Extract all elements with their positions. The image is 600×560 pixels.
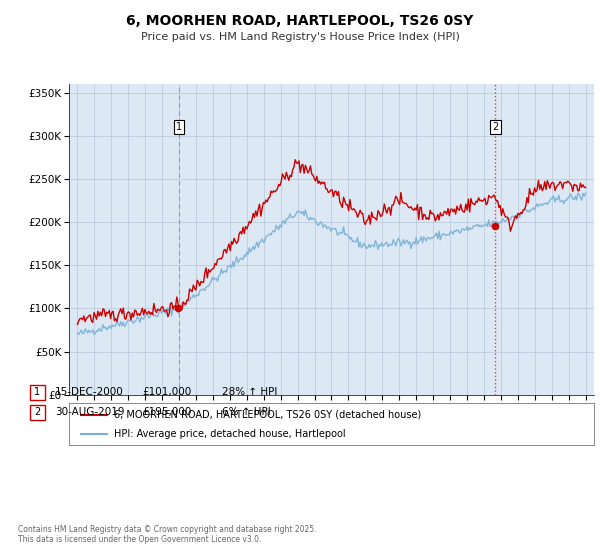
Text: 1: 1 [34,387,40,397]
Text: 28% ↑ HPI: 28% ↑ HPI [222,387,277,397]
FancyBboxPatch shape [29,404,44,419]
Text: 6% ↑ HPI: 6% ↑ HPI [222,407,271,417]
Text: £195,000: £195,000 [142,407,191,417]
Text: Price paid vs. HM Land Registry's House Price Index (HPI): Price paid vs. HM Land Registry's House … [140,32,460,43]
Text: 1: 1 [176,122,182,132]
FancyBboxPatch shape [29,385,44,399]
Text: 6, MOORHEN ROAD, HARTLEPOOL, TS26 0SY: 6, MOORHEN ROAD, HARTLEPOOL, TS26 0SY [127,14,473,28]
Text: 30-AUG-2019: 30-AUG-2019 [55,407,125,417]
Text: £101,000: £101,000 [142,387,191,397]
Text: 15-DEC-2000: 15-DEC-2000 [55,387,124,397]
Text: HPI: Average price, detached house, Hartlepool: HPI: Average price, detached house, Hart… [113,429,345,439]
Text: Contains HM Land Registry data © Crown copyright and database right 2025.
This d: Contains HM Land Registry data © Crown c… [18,525,317,544]
Text: 2: 2 [492,122,499,132]
Text: 2: 2 [34,407,40,417]
Text: 6, MOORHEN ROAD, HARTLEPOOL, TS26 0SY (detached house): 6, MOORHEN ROAD, HARTLEPOOL, TS26 0SY (d… [113,409,421,419]
